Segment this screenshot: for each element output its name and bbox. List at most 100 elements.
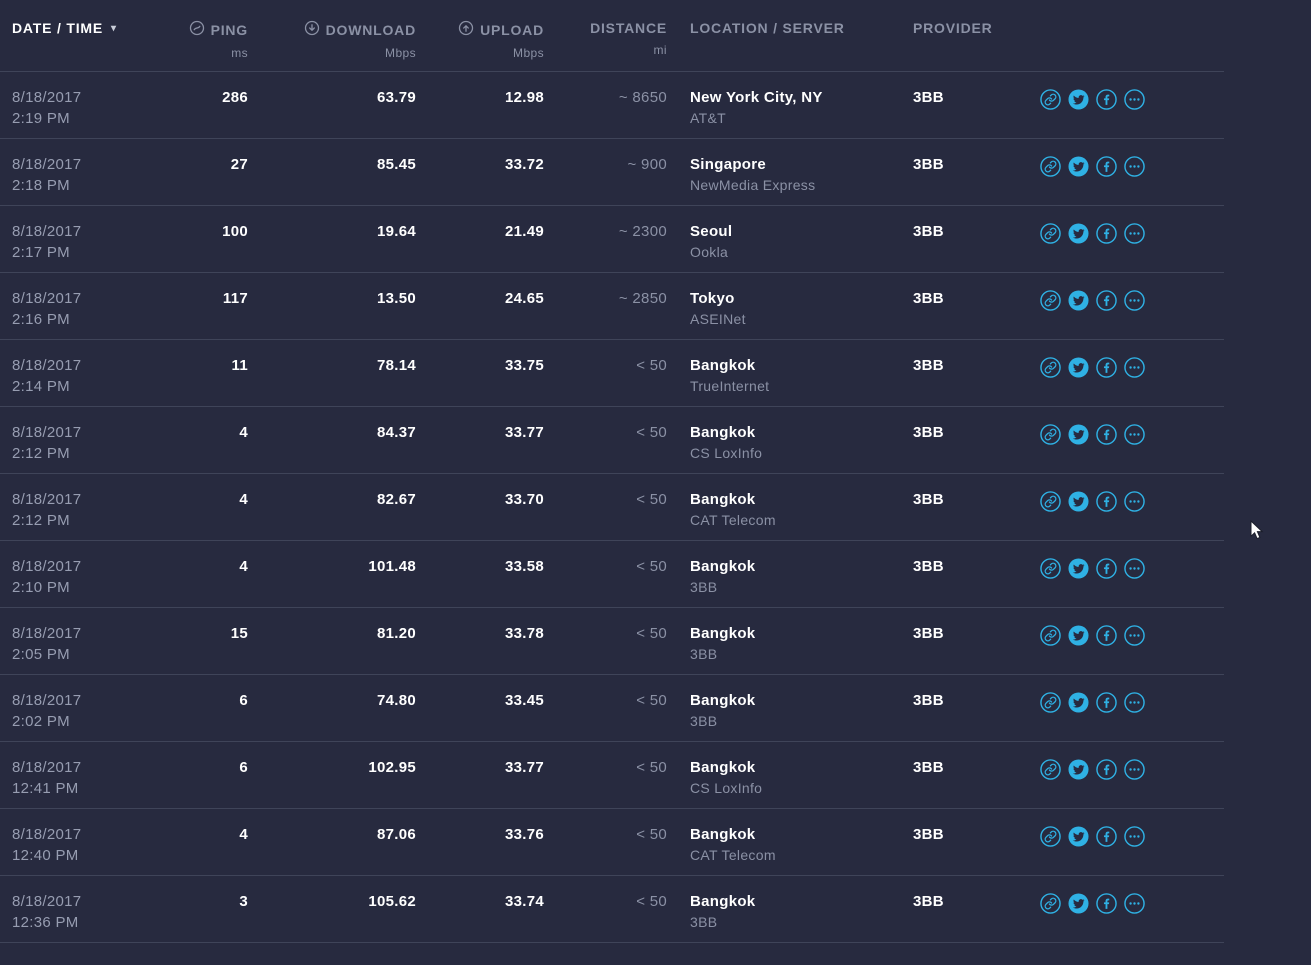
- share-twitter-button[interactable]: [1068, 893, 1089, 914]
- share-twitter-button[interactable]: [1068, 558, 1089, 579]
- more-options-button[interactable]: [1124, 893, 1145, 914]
- share-twitter-button[interactable]: [1068, 625, 1089, 646]
- column-header-ping[interactable]: PING: [170, 20, 248, 39]
- twitter-icon: [1068, 156, 1089, 177]
- share-twitter-button[interactable]: [1068, 156, 1089, 177]
- result-distance: < 50: [636, 692, 667, 709]
- share-twitter-button[interactable]: [1068, 424, 1089, 445]
- result-location-server: Bangkok CS LoxInfo: [667, 422, 911, 473]
- share-facebook-button[interactable]: [1096, 625, 1117, 646]
- column-header-date-time[interactable]: DATE / TIME ▾: [12, 20, 170, 36]
- share-facebook-button[interactable]: [1096, 424, 1117, 445]
- column-header-provider[interactable]: PROVIDER: [913, 20, 1030, 36]
- link-icon: [1040, 89, 1061, 110]
- share-facebook-button[interactable]: [1096, 357, 1117, 378]
- more-options-button[interactable]: [1124, 826, 1145, 847]
- share-facebook-button[interactable]: [1096, 156, 1117, 177]
- location-server-header-label: LOCATION / SERVER: [690, 20, 845, 36]
- share-link-button[interactable]: [1040, 491, 1061, 512]
- result-download: 84.37: [376, 424, 416, 441]
- share-twitter-button[interactable]: [1068, 223, 1089, 244]
- result-server: CS LoxInfo: [690, 445, 763, 461]
- share-twitter-button[interactable]: [1068, 89, 1089, 110]
- result-ping: 11: [231, 357, 248, 374]
- share-twitter-button[interactable]: [1068, 759, 1089, 780]
- result-date: 8/18/2017: [12, 759, 82, 776]
- share-link-button[interactable]: [1040, 424, 1061, 445]
- result-location-server: Seoul Ookla: [667, 221, 911, 272]
- share-link-button[interactable]: [1040, 156, 1061, 177]
- result-date: 8/18/2017: [12, 826, 82, 843]
- more-options-button[interactable]: [1124, 759, 1145, 780]
- ellipsis-icon: [1124, 759, 1145, 780]
- result-download: 102.95: [368, 759, 416, 776]
- share-twitter-button[interactable]: [1068, 826, 1089, 847]
- result-time: 2:10 PM: [12, 579, 70, 596]
- result-row: 8/18/2017 12:36 PM 3 105.62 33.74 < 50 B…: [0, 876, 1224, 943]
- more-options-button[interactable]: [1124, 357, 1145, 378]
- share-link-button[interactable]: [1040, 759, 1061, 780]
- share-facebook-button[interactable]: [1096, 826, 1117, 847]
- more-options-button[interactable]: [1124, 625, 1145, 646]
- column-header-download[interactable]: DOWNLOAD: [248, 20, 416, 39]
- share-link-button[interactable]: [1040, 89, 1061, 110]
- result-upload: 33.45: [504, 692, 544, 709]
- share-twitter-button[interactable]: [1068, 692, 1089, 713]
- share-twitter-button[interactable]: [1068, 491, 1089, 512]
- link-icon: [1040, 223, 1061, 244]
- share-link-button[interactable]: [1040, 357, 1061, 378]
- share-facebook-button[interactable]: [1096, 491, 1117, 512]
- column-header-distance[interactable]: DISTANCE: [544, 20, 667, 36]
- share-facebook-button[interactable]: [1096, 692, 1117, 713]
- more-options-button[interactable]: [1124, 223, 1145, 244]
- share-link-button[interactable]: [1040, 558, 1061, 579]
- share-link-button[interactable]: [1040, 893, 1061, 914]
- share-link-button[interactable]: [1040, 692, 1061, 713]
- result-provider: 3BB: [913, 558, 944, 575]
- results-table-body: 8/18/2017 2:19 PM 286 63.79 12.98 ~ 8650…: [0, 72, 1224, 943]
- result-location: Bangkok: [690, 826, 756, 843]
- table-header: DATE / TIME ▾ PING ms: [0, 0, 1224, 72]
- share-facebook-button[interactable]: [1096, 89, 1117, 110]
- column-header-location-server[interactable]: LOCATION / SERVER: [690, 20, 911, 36]
- share-twitter-button[interactable]: [1068, 357, 1089, 378]
- link-icon: [1040, 625, 1061, 646]
- share-facebook-button[interactable]: [1096, 759, 1117, 780]
- ellipsis-icon: [1124, 826, 1145, 847]
- result-upload: 33.58: [504, 558, 544, 575]
- ellipsis-icon: [1124, 357, 1145, 378]
- facebook-icon: [1096, 692, 1117, 713]
- result-distance: < 50: [636, 491, 667, 508]
- result-actions: [1030, 288, 1224, 339]
- share-facebook-button[interactable]: [1096, 290, 1117, 311]
- facebook-icon: [1096, 223, 1117, 244]
- result-actions: [1030, 757, 1224, 808]
- more-options-button[interactable]: [1124, 424, 1145, 445]
- result-upload: 33.74: [504, 893, 544, 910]
- link-icon: [1040, 424, 1061, 445]
- result-actions: [1030, 556, 1224, 607]
- share-link-button[interactable]: [1040, 223, 1061, 244]
- more-options-button[interactable]: [1124, 156, 1145, 177]
- result-date-time: 8/18/2017 2:14 PM: [0, 355, 170, 406]
- result-date: 8/18/2017: [12, 625, 82, 642]
- more-options-button[interactable]: [1124, 491, 1145, 512]
- more-options-button[interactable]: [1124, 290, 1145, 311]
- facebook-icon: [1096, 156, 1117, 177]
- share-link-button[interactable]: [1040, 826, 1061, 847]
- share-link-button[interactable]: [1040, 290, 1061, 311]
- result-time: 2:18 PM: [12, 177, 70, 194]
- share-facebook-button[interactable]: [1096, 558, 1117, 579]
- result-distance: ~ 900: [627, 156, 667, 173]
- share-twitter-button[interactable]: [1068, 290, 1089, 311]
- share-facebook-button[interactable]: [1096, 223, 1117, 244]
- more-options-button[interactable]: [1124, 89, 1145, 110]
- result-upload: 33.78: [504, 625, 544, 642]
- result-time: 2:02 PM: [12, 713, 70, 730]
- share-link-button[interactable]: [1040, 625, 1061, 646]
- facebook-icon: [1096, 893, 1117, 914]
- share-facebook-button[interactable]: [1096, 893, 1117, 914]
- more-options-button[interactable]: [1124, 692, 1145, 713]
- column-header-upload[interactable]: UPLOAD: [416, 20, 544, 39]
- more-options-button[interactable]: [1124, 558, 1145, 579]
